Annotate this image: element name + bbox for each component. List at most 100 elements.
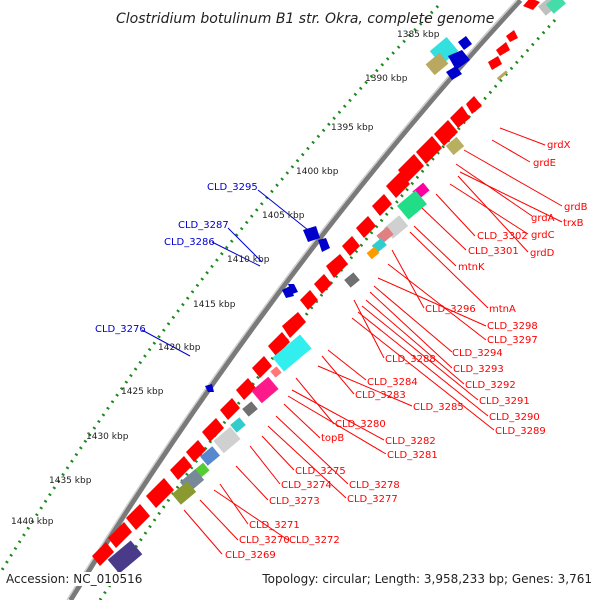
gene-label-cld-3292: CLD_3292 bbox=[465, 380, 516, 391]
gene-label-cld-3286: CLD_3286 bbox=[164, 237, 215, 248]
gene-arrow bbox=[386, 172, 410, 198]
gene-label-grdb: grdB bbox=[564, 202, 588, 213]
gene-label-cld-3295: CLD_3295 bbox=[207, 182, 258, 193]
feature-block bbox=[344, 272, 360, 288]
kbp-tick-label: 1395 kbp bbox=[331, 123, 374, 133]
gene-arrow bbox=[300, 290, 318, 310]
gene-label-cld-3298: CLD_3298 bbox=[487, 321, 538, 332]
gene-label-cld-3278: CLD_3278 bbox=[349, 480, 400, 491]
inner-tick-ring bbox=[98, 18, 557, 600]
gene-label-cld-3290: CLD_3290 bbox=[489, 412, 540, 423]
gene-label-cld-3285: CLD_3285 bbox=[413, 402, 464, 413]
gene-arrow bbox=[342, 236, 360, 256]
gene-label-cld-3297: CLD_3297 bbox=[487, 335, 538, 346]
gene-arrow bbox=[126, 504, 150, 530]
gene-arrow bbox=[288, 284, 298, 294]
kbp-tick-label: 1415 kbp bbox=[193, 300, 236, 310]
gene-label-grde: grdE bbox=[533, 158, 556, 169]
gene-label-grdc: grdC bbox=[531, 230, 555, 241]
outer-tick-ring bbox=[0, 4, 440, 571]
gene-arrow bbox=[268, 332, 290, 356]
gene-label-trxb: trxB bbox=[563, 218, 584, 229]
feature-block bbox=[270, 366, 282, 378]
gene-label-cld-3269: CLD_3269 bbox=[225, 550, 276, 561]
map-title: Clostridium botulinum B1 str. Okra, comp… bbox=[116, 11, 494, 27]
gene-arrow bbox=[314, 274, 332, 294]
gene-arrow bbox=[282, 312, 306, 338]
gene-arrow bbox=[448, 50, 470, 70]
gene-label-cld-3284: CLD_3284 bbox=[367, 377, 418, 388]
red-callout-lines bbox=[183, 127, 563, 555]
gene-label-cld-3277: CLD_3277 bbox=[347, 494, 398, 505]
gene-arrow bbox=[372, 194, 392, 216]
gene-arrow bbox=[220, 398, 240, 420]
gene-label-grdx: grdX bbox=[547, 140, 571, 151]
feature-block bbox=[496, 70, 508, 81]
gene-label-cld-3289: CLD_3289 bbox=[495, 426, 546, 437]
gene-label-cld-3301: CLD_3301 bbox=[468, 246, 519, 257]
gene-label-mtna: mtnA bbox=[489, 304, 516, 315]
gene-arrow bbox=[108, 522, 132, 548]
gene-label-cld-3291: CLD_3291 bbox=[479, 396, 530, 407]
gene-arrow bbox=[450, 106, 470, 128]
gene-arrow bbox=[318, 238, 330, 252]
gene-arrow bbox=[202, 418, 224, 442]
feature-block bbox=[272, 334, 312, 372]
kbp-tick-label: 1430 kbp bbox=[86, 432, 129, 442]
feature-block bbox=[546, 0, 566, 14]
gene-arrow bbox=[186, 440, 206, 462]
kbp-tick-label: 1385 kbp bbox=[397, 30, 440, 40]
gene-label-grdd: grdD bbox=[530, 248, 555, 259]
feature-block bbox=[200, 446, 220, 466]
gene-arrow bbox=[146, 478, 174, 508]
kbp-tick-label: 1420 kbp bbox=[158, 343, 201, 353]
topology-text: Topology: circular; Length: 3,958,233 bp… bbox=[262, 572, 592, 586]
gene-label-mtnk: mtnK bbox=[458, 262, 485, 273]
kbp-tick-label: 1440 kbp bbox=[11, 517, 54, 527]
gene-label-cld-3294: CLD_3294 bbox=[452, 348, 503, 359]
blue-callout-lines bbox=[141, 189, 309, 357]
gene-arrow bbox=[398, 154, 424, 182]
gene-label-cld-3273: CLD_3273 bbox=[269, 496, 320, 507]
gene-label-cld-3274: CLD_3274 bbox=[281, 480, 332, 491]
forward-gene-track bbox=[92, 0, 540, 566]
kbp-tick-label: 1410 kbp bbox=[227, 255, 270, 265]
gene-label-cld-3276: CLD_3276 bbox=[95, 324, 146, 335]
kbp-tick-label: 1390 kbp bbox=[365, 74, 408, 84]
feature-block bbox=[230, 417, 246, 433]
gene-arrow bbox=[496, 42, 510, 56]
gene-arrow bbox=[523, 0, 540, 10]
gene-label-cld-3287: CLD_3287 bbox=[178, 220, 229, 231]
gene-arrow bbox=[506, 30, 518, 42]
gene-label-cld-3296: CLD_3296 bbox=[425, 304, 476, 315]
feature-block bbox=[425, 52, 449, 76]
gene-arrow bbox=[446, 66, 462, 80]
kbp-tick-label: 1425 kbp bbox=[121, 387, 164, 397]
gene-label-cld-3281: CLD_3281 bbox=[387, 450, 438, 461]
gene-label-cld-3280: CLD_3280 bbox=[335, 419, 386, 430]
kbp-tick-label: 1435 kbp bbox=[49, 476, 92, 486]
gene-label-cld-3283: CLD_3283 bbox=[355, 390, 406, 401]
gene-label-cld-3293: CLD_3293 bbox=[453, 364, 504, 375]
gene-label-cld-3270: CLD_3270 bbox=[239, 535, 290, 546]
kbp-tick-label: 1400 kbp bbox=[296, 167, 339, 177]
gene-label-cld-3272: CLD_3272 bbox=[289, 535, 340, 546]
gene-label-grda: grdA bbox=[531, 213, 555, 224]
gene-label-cld-3271: CLD_3271 bbox=[249, 520, 300, 531]
gene-label-topb: topB bbox=[321, 433, 344, 444]
feature-block bbox=[251, 376, 279, 404]
gene-arrow bbox=[356, 216, 376, 238]
feature-block bbox=[171, 481, 197, 505]
kbp-tick-label: 1405 kbp bbox=[262, 211, 305, 221]
gene-arrow bbox=[92, 542, 114, 566]
gene-label-cld-3288: CLD_3288 bbox=[385, 354, 436, 365]
gene-arrow bbox=[466, 96, 482, 114]
gene-arrow bbox=[205, 384, 214, 392]
feature-block bbox=[397, 190, 427, 220]
gene-arrow bbox=[416, 136, 442, 164]
feature-block bbox=[366, 246, 380, 260]
feature-block bbox=[213, 426, 241, 454]
gene-label-cld-3275: CLD_3275 bbox=[295, 466, 346, 477]
gene-arrow bbox=[170, 456, 192, 480]
